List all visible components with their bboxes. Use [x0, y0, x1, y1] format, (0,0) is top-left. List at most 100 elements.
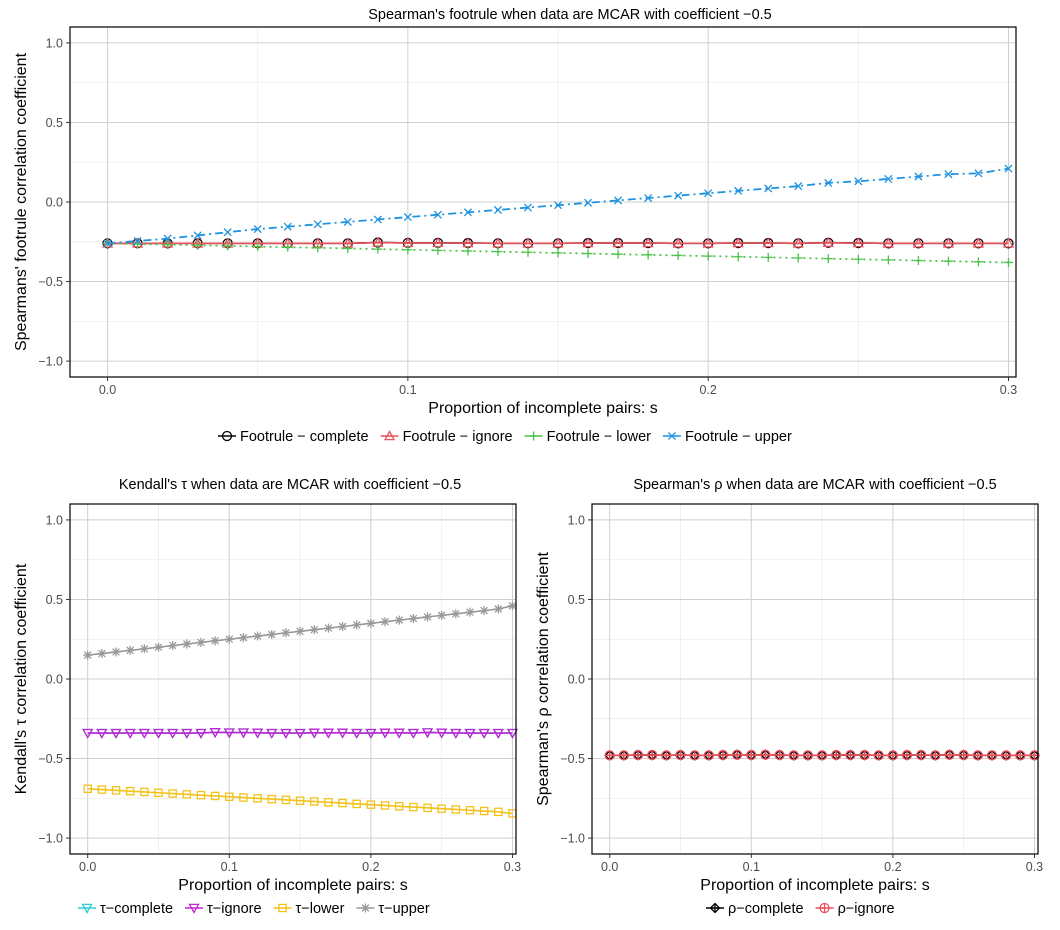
data-point — [238, 633, 248, 643]
data-point — [916, 749, 927, 761]
data-point — [632, 749, 644, 761]
data-point — [822, 236, 834, 247]
data-point — [494, 807, 503, 817]
data-point — [672, 237, 684, 248]
data-point — [324, 798, 333, 807]
series-2 — [103, 238, 1013, 267]
data-point — [323, 623, 333, 633]
data-point — [295, 626, 305, 636]
data-point — [352, 799, 361, 809]
data-point — [619, 750, 629, 760]
data-point — [493, 604, 503, 614]
legend-item: τ−upper — [356, 901, 430, 917]
data-point — [380, 801, 390, 810]
data-point — [803, 750, 813, 760]
data-point — [463, 246, 473, 256]
data-point — [582, 237, 594, 248]
legend-key-marker — [667, 431, 677, 441]
data-point — [506, 728, 519, 739]
series-3 — [83, 601, 517, 660]
data-point — [182, 790, 192, 799]
data-point — [163, 240, 173, 250]
data-point — [860, 750, 870, 760]
data-point — [824, 178, 833, 187]
data-point — [140, 787, 149, 797]
data-point — [643, 250, 653, 260]
data-point — [97, 649, 107, 659]
data-point — [831, 749, 842, 761]
legend-label: Footrule − lower — [547, 429, 652, 445]
data-point — [343, 217, 352, 226]
data-point — [168, 641, 178, 651]
data-point — [675, 750, 685, 760]
data-point — [224, 634, 234, 644]
data-point — [943, 256, 953, 266]
data-point — [96, 728, 108, 739]
data-point — [1015, 750, 1025, 760]
data-point — [912, 237, 925, 248]
data-point — [373, 215, 382, 224]
data-point — [237, 728, 250, 739]
data-point — [887, 750, 899, 761]
data-point — [110, 728, 122, 739]
data-point — [762, 237, 774, 248]
legend-item: Footrule − ignore — [380, 429, 513, 445]
data-point — [944, 749, 955, 760]
data-point — [704, 750, 714, 760]
legend-key-marker — [188, 903, 200, 914]
data-point — [373, 244, 383, 254]
data-point — [352, 620, 362, 630]
data-point — [874, 750, 884, 760]
data-point — [883, 255, 893, 265]
y-tick-label: 0.0 — [46, 196, 63, 210]
data-point — [322, 728, 335, 739]
data-point — [972, 750, 983, 761]
data-point — [633, 750, 643, 760]
y-tick-label: 1.0 — [46, 513, 63, 527]
data-point — [553, 248, 563, 258]
data-point — [732, 237, 744, 248]
data-point — [223, 728, 235, 739]
data-point — [717, 749, 729, 761]
data-point — [365, 728, 377, 739]
y-tick-label: 0.5 — [46, 116, 63, 130]
data-point — [647, 749, 658, 761]
data-point — [959, 750, 969, 760]
data-point — [583, 198, 593, 207]
x-tick-label: 0.3 — [1026, 860, 1043, 874]
data-point — [167, 728, 179, 739]
legend-key-marker — [360, 903, 370, 913]
data-point — [253, 631, 263, 641]
data-point — [281, 795, 291, 805]
data-point — [464, 728, 476, 739]
data-point — [793, 253, 803, 263]
data-point — [831, 750, 841, 760]
data-point — [644, 193, 653, 203]
legend-label: Footrule − ignore — [403, 429, 513, 445]
data-point — [295, 796, 305, 805]
legend-label: τ−ignore — [207, 901, 262, 917]
data-point — [859, 749, 870, 761]
data-point — [746, 750, 756, 760]
data-point — [465, 607, 475, 617]
legend-label: ρ−complete — [728, 901, 804, 917]
data-point — [673, 250, 683, 260]
data-point — [125, 786, 135, 796]
data-point — [612, 237, 624, 248]
legend-key-marker — [819, 902, 830, 914]
data-point — [802, 750, 814, 761]
legend-item: Footrule − upper — [662, 429, 792, 445]
series-line — [87, 787, 513, 815]
data-point — [433, 245, 443, 255]
data-point — [83, 784, 92, 794]
data-point — [423, 612, 433, 622]
x-tick-label: 0.3 — [1000, 383, 1017, 397]
x-axis-label: Proportion of incomplete pairs: s — [178, 877, 407, 894]
legend-item: τ−complete — [78, 901, 173, 917]
data-point — [408, 614, 418, 624]
data-point — [522, 237, 534, 248]
data-point — [225, 792, 234, 801]
series-1 — [604, 749, 1040, 761]
legend-label: ρ−ignore — [838, 901, 895, 917]
